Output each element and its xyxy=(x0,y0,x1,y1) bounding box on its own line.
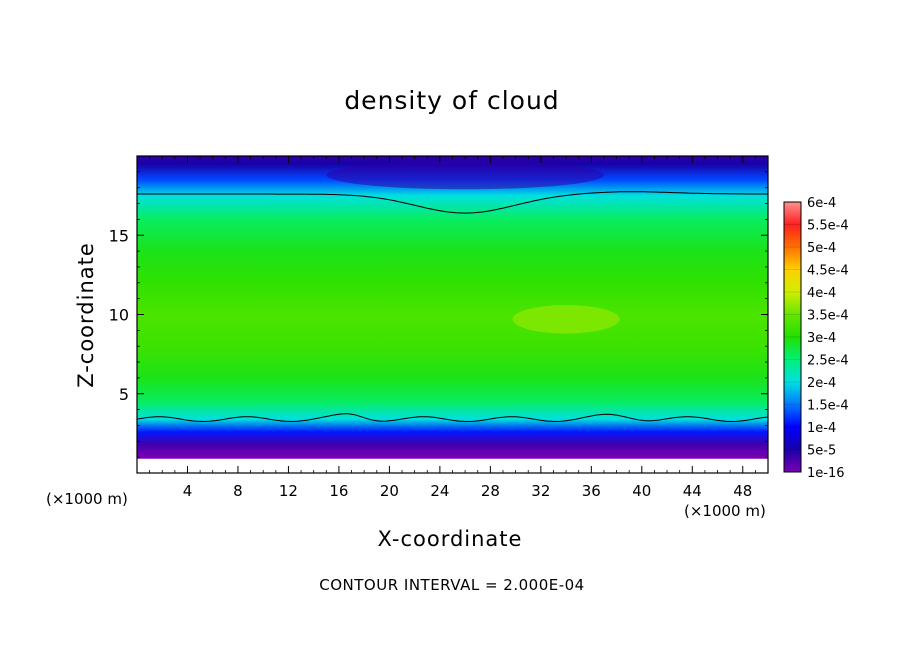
colorbar-label: 6e-4 xyxy=(807,196,836,211)
colorbar-label: 4.5e-4 xyxy=(807,264,849,279)
x-axis-title: X-coordinate xyxy=(377,527,523,551)
contour-interval-label: CONTOUR INTERVAL = 2.000E-04 xyxy=(319,576,585,594)
x-tick-label: 20 xyxy=(380,482,399,500)
x-tick-label: 44 xyxy=(683,482,702,500)
x-tick-label: 12 xyxy=(279,482,298,500)
colorbar-scale xyxy=(783,201,802,473)
x-tick-label: 4 xyxy=(183,482,193,500)
colorbar-label: 1e-4 xyxy=(807,421,836,436)
y-tick-label: 5 xyxy=(119,385,129,404)
x-unit-label-right: (×1000 m) xyxy=(684,502,766,520)
core-region xyxy=(512,304,620,334)
x-tick-label: 8 xyxy=(233,482,243,500)
colorbar-label: 3.5e-4 xyxy=(807,309,849,324)
colorbar-label: 5e-4 xyxy=(807,241,836,256)
title: density of cloud xyxy=(344,86,560,115)
colorbar-label: 5e-5 xyxy=(807,444,836,459)
colorbar-label: 1e-16 xyxy=(807,466,845,481)
colorbar-label: 5.5e-4 xyxy=(807,219,849,234)
colorbar-label: 3e-4 xyxy=(807,331,836,346)
density-field xyxy=(137,156,768,473)
y-axis-title: Z-coordinate xyxy=(74,242,98,388)
x-tick-label: 40 xyxy=(632,482,651,500)
x-unit-label-left: (×1000 m) xyxy=(46,490,128,508)
y-axis: 5 10 15 xyxy=(109,171,768,458)
colorbar: 1e-16 5e-5 1e-4 1.5e-4 2e-4 2.5e-4 3e-4 3.5e-4 4… xyxy=(783,196,849,481)
x-tick-label: 48 xyxy=(733,482,752,500)
x-axis: 4 8 12 16 20 24 28 32 36 40 44 48 xyxy=(149,156,756,500)
colorbar-label: 2e-4 xyxy=(807,376,836,391)
x-tick-label: 36 xyxy=(582,482,601,500)
x-tick-label: 24 xyxy=(430,482,449,500)
upper-dip-region xyxy=(326,160,604,190)
y-tick-label: 10 xyxy=(109,306,129,325)
x-tick-label: 28 xyxy=(481,482,500,500)
surface-band xyxy=(137,458,768,473)
contour-line-lower xyxy=(137,413,768,423)
colorbar-label: 1.5e-4 xyxy=(807,399,849,414)
x-tick-label: 32 xyxy=(531,482,550,500)
x-tick-label: 16 xyxy=(329,482,348,500)
y-tick-label: 15 xyxy=(109,226,129,245)
colorbar-label: 4e-4 xyxy=(807,286,836,301)
plot-area xyxy=(137,156,768,473)
contour-line-upper xyxy=(137,191,768,214)
colorbar-label: 2.5e-4 xyxy=(807,354,849,369)
